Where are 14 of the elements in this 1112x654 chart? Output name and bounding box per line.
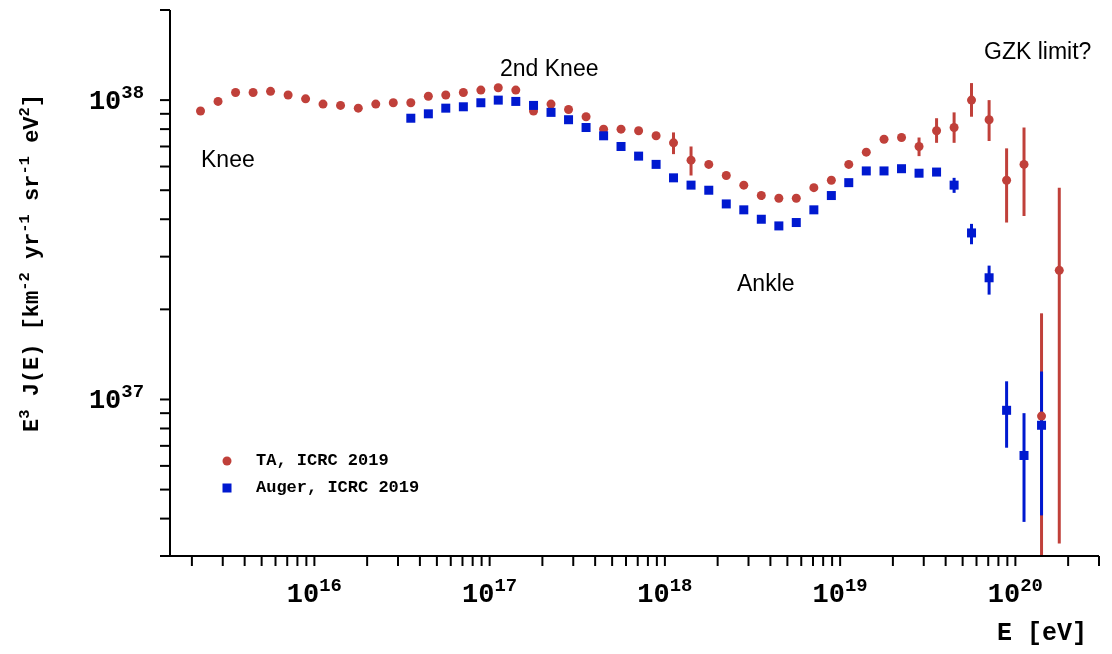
x-tick-label: 10$^{19}$	[812, 575, 868, 610]
x-tick-label: 10$^{17}$	[462, 575, 518, 610]
annotation: GZK limit?	[984, 38, 1092, 65]
x-tick-label: 10$^{20}$	[987, 575, 1043, 610]
x-tick-label: 10$^{16}$	[286, 575, 342, 610]
y-tick-label: 10$^{37}$	[88, 381, 144, 417]
x-tick-label: 10$^{18}$	[637, 575, 693, 610]
legend-label: Auger, ICRC 2019	[256, 478, 420, 497]
legend-label: TA, ICRC 2019	[256, 451, 389, 470]
annotation: Knee	[201, 146, 255, 173]
annotation: 2nd Knee	[500, 55, 599, 82]
x-axis-title: E [eV]	[996, 619, 1087, 648]
annotation: Ankle	[737, 270, 795, 297]
y-tick-label: 10$^{38}$	[88, 82, 144, 118]
